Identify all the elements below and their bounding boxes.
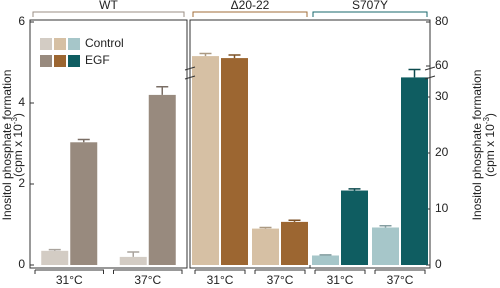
- y-axis-unit-text: (cpm x 10: [483, 124, 497, 177]
- bar: [148, 94, 176, 266]
- error-bar: [228, 54, 241, 59]
- plot-frame: [29, 19, 188, 269]
- group-label: WT: [99, 0, 118, 12]
- error-bar: [288, 219, 301, 222]
- y-axis-unit-exp: -3: [482, 117, 491, 125]
- error-bar: [379, 225, 392, 228]
- y-axis-unit: (cpm x 10-3): [10, 113, 25, 177]
- legend-swatch: [68, 55, 80, 67]
- y-axis-unit-text: (cpm x 10: [11, 124, 25, 177]
- y-tick-label: 0: [435, 257, 442, 271]
- error-bar: [77, 138, 90, 143]
- category-bracket: [34, 269, 104, 274]
- x-tick-label: 31°C: [207, 273, 234, 287]
- bar: [372, 227, 399, 265]
- category-bracket: [254, 269, 306, 274]
- x-tick-label: 37°C: [267, 273, 294, 287]
- category-bracket: [314, 269, 366, 274]
- y-axis-unit: (cpm x 10-3): [482, 113, 497, 177]
- error-bar: [48, 248, 61, 251]
- error-bar: [348, 188, 361, 191]
- bar: [192, 56, 219, 265]
- y-tick-label: 0: [18, 257, 25, 271]
- bar: [221, 58, 248, 265]
- legend-swatch: [40, 55, 52, 67]
- y-tick-label: 30: [435, 89, 449, 103]
- group-bracket: [312, 11, 428, 17]
- error-bar: [156, 86, 169, 95]
- y-tick-label: 4: [18, 95, 25, 109]
- category-bracket: [194, 269, 246, 274]
- break-mark: [184, 66, 196, 80]
- bar: [401, 77, 428, 266]
- error-bar: [199, 52, 212, 57]
- y-tick-label: 80: [435, 14, 449, 28]
- bar: [341, 190, 368, 265]
- legend-label: EGF: [85, 53, 110, 67]
- y-tick-label: 10: [435, 201, 449, 215]
- y-tick-label: 20: [435, 145, 449, 159]
- bar: [281, 221, 308, 265]
- x-tick-label: 37°C: [134, 273, 161, 287]
- y-axis-title: Inositol phosphate formation: [470, 70, 484, 221]
- legend-label: Control: [85, 36, 124, 50]
- bar: [70, 142, 98, 265]
- group-label: Δ20-22: [231, 0, 270, 12]
- x-tick-label: 31°C: [327, 273, 354, 287]
- x-tick-label: 37°C: [387, 273, 414, 287]
- bar: [312, 255, 339, 265]
- bar: [119, 256, 147, 265]
- category-bracket: [113, 269, 183, 274]
- legend-swatch: [54, 38, 66, 50]
- y-axis-title: Inositol phosphate formation: [0, 70, 14, 221]
- group-label: S707Y: [352, 0, 388, 12]
- y-tick-label: 6: [18, 14, 25, 28]
- y-axis-unit-close: ): [483, 113, 497, 117]
- y-tick-label: 60: [435, 58, 449, 72]
- y-tick-label: 2: [18, 176, 25, 190]
- error-bar: [259, 226, 272, 229]
- error-bar: [319, 254, 332, 256]
- break-mark: [424, 66, 436, 80]
- bar: [41, 250, 69, 265]
- legend-swatch: [68, 38, 80, 50]
- error-bar: [127, 251, 140, 257]
- group-bracket: [192, 11, 308, 17]
- legend-swatch: [54, 55, 66, 67]
- y-axis-unit-exp: -3: [10, 117, 19, 125]
- x-tick-label: 31°C: [56, 273, 83, 287]
- group-bracket: [32, 11, 185, 17]
- legend-swatch: [40, 38, 52, 50]
- y-axis-unit-close: ): [11, 113, 25, 117]
- error-bar: [408, 68, 421, 78]
- bar: [252, 228, 279, 265]
- category-bracket: [374, 269, 426, 274]
